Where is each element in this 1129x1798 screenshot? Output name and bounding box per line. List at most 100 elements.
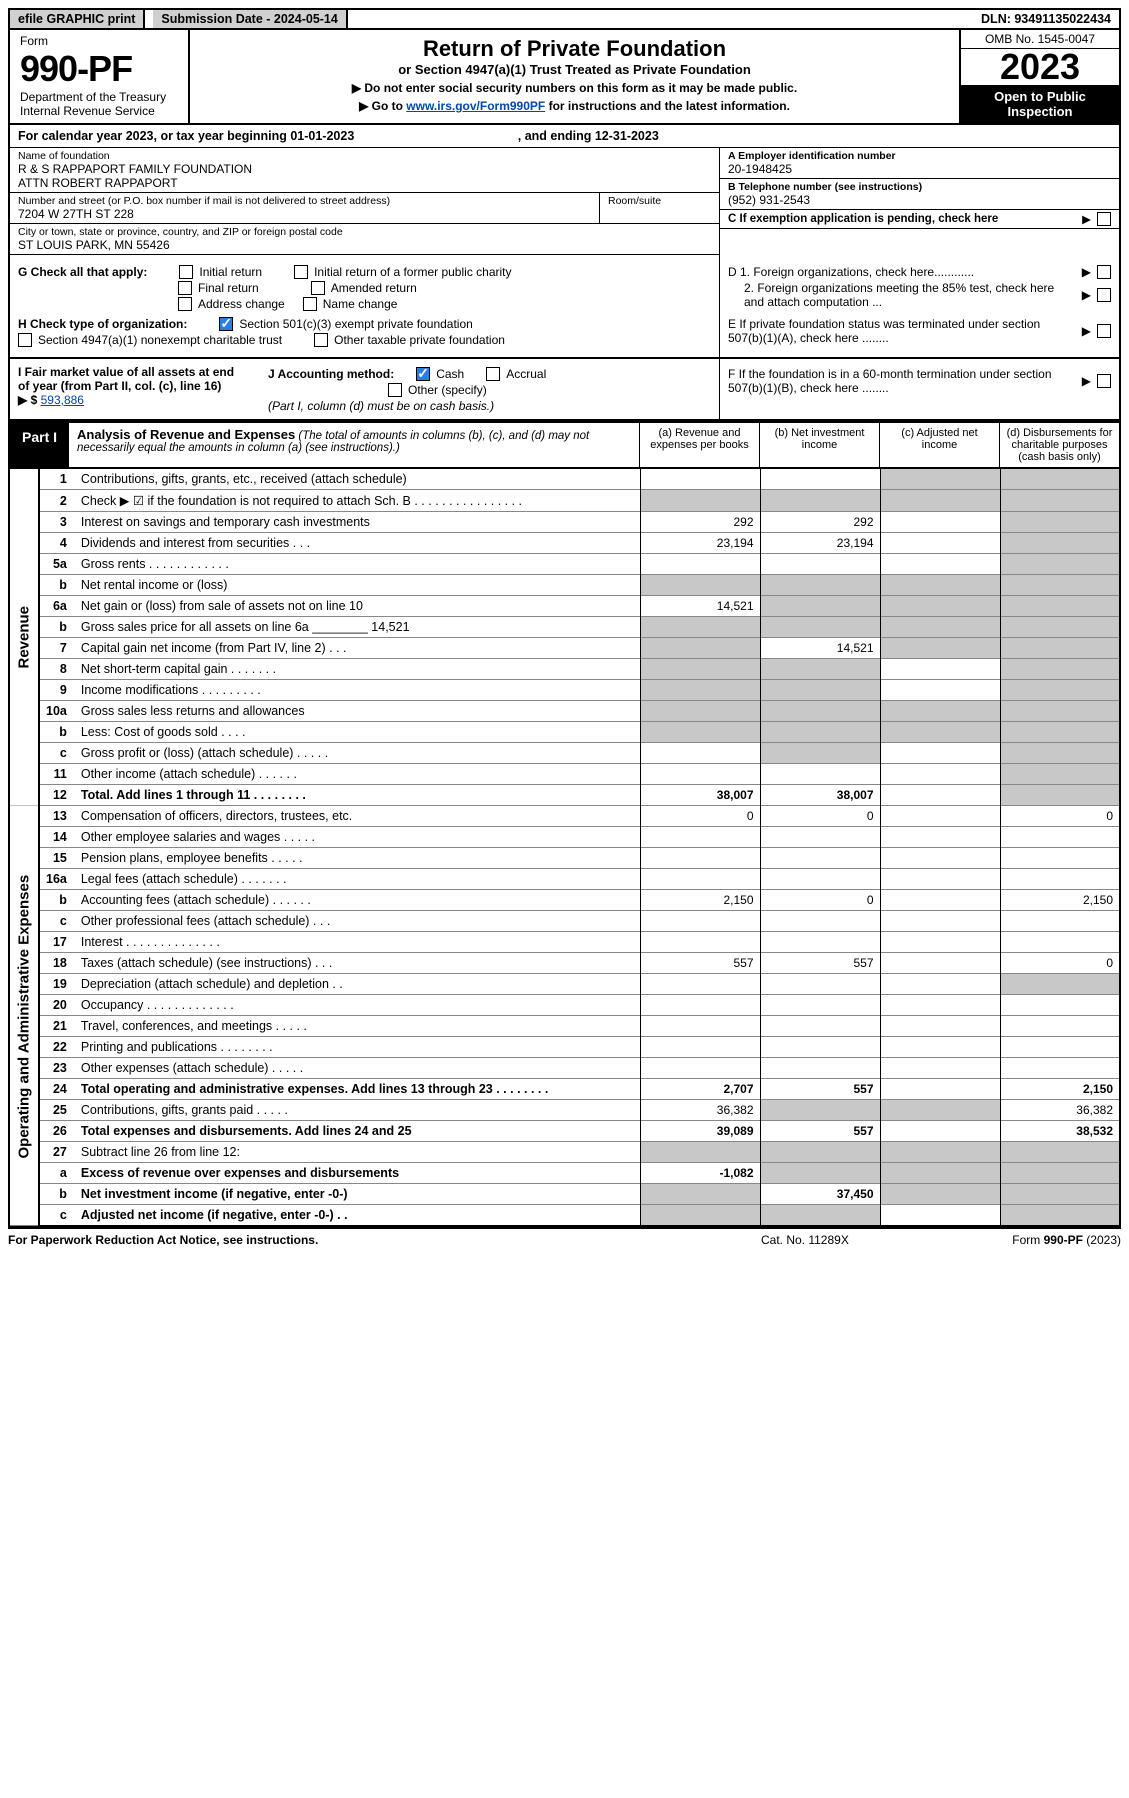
amount-cell <box>1000 659 1120 680</box>
street-address: 7204 W 27TH ST 228 <box>18 207 591 221</box>
line-number: a <box>39 1163 75 1184</box>
j-cash-checkbox[interactable] <box>416 367 430 381</box>
line-description: Other income (attach schedule) . . . . .… <box>75 764 640 785</box>
fmv-link[interactable]: 593,886 <box>41 393 84 407</box>
amount-cell <box>1000 869 1120 890</box>
g-final-checkbox[interactable] <box>178 281 192 295</box>
line-number: 2 <box>39 490 75 512</box>
amount-cell <box>1000 785 1120 806</box>
tax-year: 2023 <box>961 49 1119 85</box>
amount-cell: 23,194 <box>640 533 760 554</box>
e-checkbox[interactable] <box>1097 324 1111 338</box>
amount-cell <box>640 743 760 764</box>
i-label: I Fair market value of all assets at end… <box>18 365 234 393</box>
h-4947-checkbox[interactable] <box>18 333 32 347</box>
amount-cell <box>1000 1037 1120 1058</box>
j-label: J Accounting method: <box>268 367 394 381</box>
form990pf-link[interactable]: www.irs.gov/Form990PF <box>406 99 545 113</box>
line-description: Other professional fees (attach schedule… <box>75 911 640 932</box>
g-amended-checkbox[interactable] <box>311 281 325 295</box>
amount-cell <box>1000 617 1120 638</box>
line-number: 19 <box>39 974 75 995</box>
amount-cell <box>1000 680 1120 701</box>
amount-cell: 38,007 <box>640 785 760 806</box>
amount-cell: 37,450 <box>760 1184 880 1205</box>
amount-cell <box>880 995 1000 1016</box>
amount-cell <box>880 722 1000 743</box>
room-label: Room/suite <box>608 195 711 207</box>
dept-label: Department of the Treasury <box>20 90 178 104</box>
line-description: Accounting fees (attach schedule) . . . … <box>75 890 640 911</box>
d1-label: D 1. Foreign organizations, check here..… <box>728 265 1076 279</box>
amount-cell <box>880 932 1000 953</box>
amount-cell <box>760 617 880 638</box>
amount-cell: 557 <box>760 953 880 974</box>
amount-cell: 38,007 <box>760 785 880 806</box>
line-number: 4 <box>39 533 75 554</box>
line-number: 17 <box>39 932 75 953</box>
amount-cell <box>640 1058 760 1079</box>
amount-cell <box>640 469 760 490</box>
g-name-checkbox[interactable] <box>303 297 317 311</box>
amount-cell <box>880 701 1000 722</box>
g-initial-public-checkbox[interactable] <box>294 265 308 279</box>
j-accrual-checkbox[interactable] <box>486 367 500 381</box>
amount-cell <box>760 469 880 490</box>
tel-label: B Telephone number (see instructions) <box>728 181 1111 193</box>
amount-cell <box>640 490 760 512</box>
city-label: City or town, state or province, country… <box>18 226 711 238</box>
line-description: Depreciation (attach schedule) and deple… <box>75 974 640 995</box>
line-number: 18 <box>39 953 75 974</box>
h-501c3-checkbox[interactable] <box>219 317 233 331</box>
e-label: E If private foundation status was termi… <box>728 317 1076 345</box>
j-note: (Part I, column (d) must be on cash basi… <box>268 399 711 413</box>
d1-checkbox[interactable] <box>1097 265 1111 279</box>
footer-paperwork: For Paperwork Reduction Act Notice, see … <box>8 1233 761 1247</box>
amount-cell <box>760 1100 880 1121</box>
line-number: c <box>39 911 75 932</box>
amount-cell <box>880 617 1000 638</box>
line-number: 27 <box>39 1142 75 1163</box>
section-side-label: Revenue <box>9 469 39 806</box>
amount-cell <box>1000 554 1120 575</box>
line-number: 21 <box>39 1016 75 1037</box>
amount-cell <box>640 764 760 785</box>
g-addr-checkbox[interactable] <box>178 297 192 311</box>
amount-cell <box>760 1142 880 1163</box>
section-side-label: Operating and Administrative Expenses <box>9 806 39 1227</box>
c-checkbox[interactable] <box>1097 212 1111 226</box>
form-note-2: ▶ Go to www.irs.gov/Form990PF for instru… <box>206 99 943 113</box>
amount-cell <box>760 575 880 596</box>
f-checkbox[interactable] <box>1097 374 1111 388</box>
amount-cell <box>760 827 880 848</box>
col-b-header: (b) Net investment income <box>759 423 879 467</box>
line-description: Capital gain net income (from Part IV, l… <box>75 638 640 659</box>
calendar-year-row: For calendar year 2023, or tax year begi… <box>8 125 1121 148</box>
amount-cell <box>880 974 1000 995</box>
line-description: Other employee salaries and wages . . . … <box>75 827 640 848</box>
form-title: Return of Private Foundation <box>206 36 943 62</box>
efile-print-button[interactable]: efile GRAPHIC print <box>10 10 145 28</box>
g-initial-checkbox[interactable] <box>179 265 193 279</box>
amount-cell <box>760 701 880 722</box>
amount-cell: -1,082 <box>640 1163 760 1184</box>
line-description: Gross rents . . . . . . . . . . . . <box>75 554 640 575</box>
line-number: 16a <box>39 869 75 890</box>
line-number: 20 <box>39 995 75 1016</box>
j-other-checkbox[interactable] <box>388 383 402 397</box>
line-description: Total operating and administrative expen… <box>75 1079 640 1100</box>
form-note-1: ▶ Do not enter social security numbers o… <box>206 81 943 95</box>
amount-cell <box>880 575 1000 596</box>
amount-cell <box>880 785 1000 806</box>
h-other-checkbox[interactable] <box>314 333 328 347</box>
d2-checkbox[interactable] <box>1097 288 1111 302</box>
amount-cell <box>640 995 760 1016</box>
line-description: Income modifications . . . . . . . . . <box>75 680 640 701</box>
form-subtitle: or Section 4947(a)(1) Trust Treated as P… <box>206 62 943 77</box>
amount-cell <box>1000 827 1120 848</box>
amount-cell <box>640 848 760 869</box>
line-description: Gross sales less returns and allowances <box>75 701 640 722</box>
amount-cell <box>880 1079 1000 1100</box>
amount-cell <box>640 659 760 680</box>
amount-cell <box>1000 1058 1120 1079</box>
